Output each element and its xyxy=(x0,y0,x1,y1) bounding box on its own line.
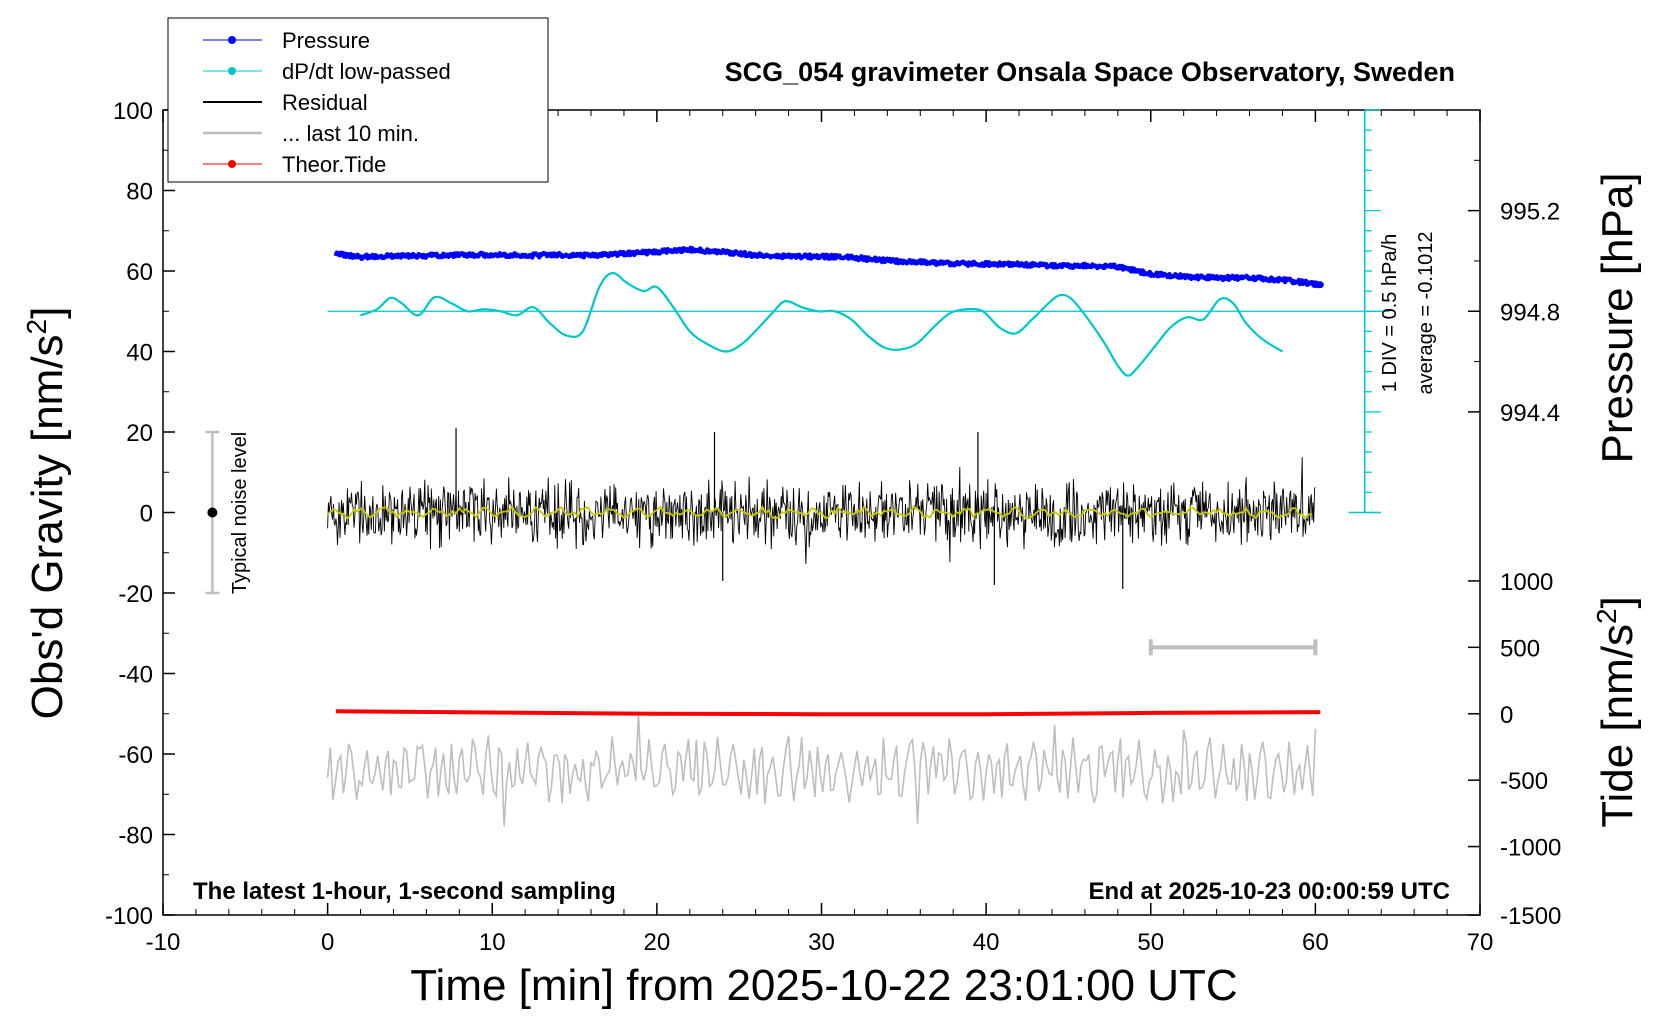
y-axis-title-tide-sup: 2 xyxy=(1591,608,1622,624)
legend-label: Theor.Tide xyxy=(282,152,386,177)
legend-label: ... last 10 min. xyxy=(282,121,419,146)
series-pressure xyxy=(333,245,1322,289)
tide-tick-label: 1000 xyxy=(1500,569,1553,596)
y-tick-label: -60 xyxy=(118,742,153,769)
note-end-time: End at 2025-10-23 00:00:59 UTC xyxy=(1089,878,1451,905)
x-tick-label: 20 xyxy=(644,929,671,956)
y-tick-label: -80 xyxy=(118,823,153,850)
y-axis-title-pressure: Pressure [hPa] xyxy=(1593,172,1642,463)
legend-label: Pressure xyxy=(282,28,370,53)
x-tick-label: 40 xyxy=(973,929,1000,956)
tide-tick-label: -500 xyxy=(1500,768,1548,795)
x-tick-label: -10 xyxy=(146,929,181,956)
average-note: average = -0.1012 xyxy=(1415,232,1437,395)
series-residual-smoothed xyxy=(327,504,1313,520)
tide-tick-label: -1500 xyxy=(1500,903,1561,930)
y-tick-label: -40 xyxy=(118,662,153,689)
legend-marker xyxy=(228,36,236,44)
x-tick-label: 50 xyxy=(1137,929,1164,956)
y-axis-title-left-sup: 2 xyxy=(21,319,52,335)
legend-marker xyxy=(228,67,236,75)
y-tick-label: -20 xyxy=(118,581,153,608)
y-tick-label: 60 xyxy=(126,259,153,286)
series-layer xyxy=(326,245,1390,827)
series-last-10-min xyxy=(326,712,1317,827)
y-axis-title-left-tail: ] xyxy=(23,307,72,319)
tide-tick-label: 500 xyxy=(1500,635,1540,662)
right-axis-ticks: 995.2 994.8 994.4 1000 500 0 -500 -1000 -1500 xyxy=(1468,159,1561,930)
pressure-end-marker xyxy=(1316,281,1324,289)
y-tick-label: -100 xyxy=(105,903,153,930)
y-tick-label: 40 xyxy=(126,340,153,367)
y-axis-title-tide: Tide [nm/s2] xyxy=(1591,596,1642,828)
x-axis-title: Time [min] from 2025-10-22 23:01:00 UTC xyxy=(410,961,1237,1010)
noise-bar-center xyxy=(207,507,218,518)
y-tick-label: 80 xyxy=(126,179,153,206)
x-tick-label: 60 xyxy=(1302,929,1329,956)
legend-marker xyxy=(228,160,236,168)
x-tick-label: 30 xyxy=(808,929,835,956)
legend: Pressure dP/dt low-passed Residual ... last… xyxy=(167,17,549,183)
series-residual xyxy=(327,457,1316,565)
y-axis-title-left-main: Obs'd Gravity [nm/s xyxy=(23,334,72,719)
x-tick-label: 0 xyxy=(321,929,334,956)
y-axis-title-left: Obs'd Gravity [nm/s2] xyxy=(21,307,72,720)
x-tick-label: 10 xyxy=(479,929,506,956)
pressure-tick-label: 994.8 xyxy=(1500,299,1560,326)
tide-tick-label: 0 xyxy=(1500,702,1513,729)
tide-tick-label: -1000 xyxy=(1500,835,1561,862)
pressure-tick-label: 995.2 xyxy=(1500,199,1560,226)
series-theor-tide xyxy=(335,709,1321,717)
pressure-tick-label: 994.4 xyxy=(1500,400,1560,427)
legend-label: dP/dt low-passed xyxy=(282,59,451,84)
y-axis-title-tide-main: Tide [nm/s xyxy=(1593,624,1642,828)
y-tick-label: 20 xyxy=(126,420,153,447)
div-note: 1 DIV = 0.5 hPa/h xyxy=(1379,234,1401,392)
annotation-layer xyxy=(205,109,1381,656)
note-latest-hour: The latest 1-hour, 1-second sampling xyxy=(193,878,616,905)
legend-label: Residual xyxy=(282,90,368,115)
chart-title: SCG_054 gravimeter Onsala Space Observat… xyxy=(725,57,1455,87)
y-tick-label: 0 xyxy=(140,501,153,528)
y-tick-label: 100 xyxy=(113,98,153,125)
legend-box xyxy=(167,17,549,183)
x-tick-label: 70 xyxy=(1467,929,1494,956)
y-axis-ticks: 100 80 60 40 20 0 -20 -40 -60 -80 -100 xyxy=(105,98,175,930)
series-dpdt xyxy=(360,271,1284,377)
noise-level-label: Typical noise level xyxy=(229,432,251,594)
y-axis-title-tide-tail: ] xyxy=(1593,596,1642,608)
x-axis-ticks: -10 0 10 20 30 40 50 60 70 xyxy=(146,110,1494,956)
